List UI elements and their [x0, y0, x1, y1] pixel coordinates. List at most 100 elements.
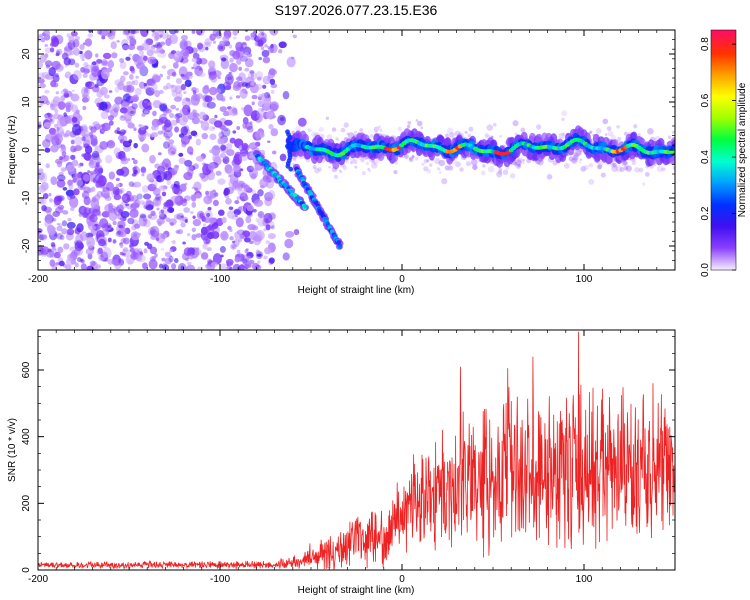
band-speckle: [326, 134, 333, 140]
noise-blob: [213, 144, 221, 150]
y-tick-label: -10: [21, 190, 32, 205]
noise-blob: [74, 136, 83, 146]
noise-blob: [44, 89, 50, 94]
colorbar: 0.0 0.2 0.4 0.6 0.8 Normalized spectral ampl…: [700, 29, 748, 277]
noise-blob: [243, 237, 251, 243]
noise-blob: [70, 31, 78, 37]
noise-blob: [181, 198, 188, 207]
noise-blob: [227, 210, 236, 219]
colorbar-ticks: 0.0 0.2 0.4 0.6 0.8: [700, 37, 736, 277]
colorbar-segment: [711, 102, 736, 105]
noise-blob: [170, 240, 176, 244]
noise-blob: [228, 44, 233, 49]
noise-blob: [59, 156, 64, 161]
noise-blob: [57, 101, 66, 110]
noise-blob: [125, 203, 130, 207]
noise-blob: [174, 258, 179, 264]
noise-blob: [89, 214, 98, 223]
colorbar-segment: [711, 254, 736, 257]
noise-blob: [174, 30, 179, 34]
noise-blob: [84, 145, 93, 155]
colorbar-segment: [711, 44, 736, 47]
noise-blob: [195, 155, 205, 162]
band-speckle: [611, 163, 615, 166]
noise-blob: [159, 73, 163, 78]
noise-blob: [113, 206, 122, 216]
band-speckle: [496, 171, 503, 178]
noise-blob: [262, 84, 267, 89]
noise-blob: [139, 213, 147, 219]
noise-blob: [202, 223, 207, 227]
band-speckle: [464, 130, 468, 134]
noise-blob: [219, 152, 226, 159]
noise-blob: [178, 157, 186, 164]
noise-blob: [158, 89, 164, 94]
band-speckle: [471, 164, 478, 171]
band-speckle: [359, 128, 364, 132]
noise-blob: [219, 40, 226, 46]
snr-x-label: Height of straight line (km): [298, 585, 415, 596]
noise-blob: [54, 123, 59, 129]
noise-blob: [67, 179, 73, 186]
noise-blob: [265, 240, 271, 244]
noise-blob: [144, 241, 150, 246]
noise-blob: [249, 152, 253, 156]
colorbar-segment: [711, 74, 736, 77]
descending-trace-1-core: [303, 204, 308, 209]
noise-blob: [72, 47, 81, 56]
noise-blob: [238, 66, 243, 71]
band-speckle: [604, 133, 608, 136]
noise-blob: [66, 164, 75, 172]
noise-blob: [98, 89, 106, 96]
colorbar-segment: [711, 180, 736, 183]
noise-blob: [221, 216, 227, 224]
noise-blob: [101, 122, 111, 132]
x-tick-label: 100: [576, 274, 593, 285]
noise-blob: [82, 105, 87, 111]
band-speckle: [352, 159, 358, 165]
noise-blob: [164, 257, 172, 265]
noise-blob: [259, 178, 269, 188]
noise-blob: [122, 140, 132, 148]
noise-blob: [90, 170, 94, 175]
noise-blob: [141, 42, 150, 51]
noise-blob: [152, 44, 156, 48]
noise-blob: [175, 77, 182, 85]
noise-blob: [148, 105, 152, 111]
noise-blob: [242, 116, 249, 125]
colorbar-segment: [711, 96, 736, 99]
band-speckle: [588, 162, 594, 168]
band-speckle: [647, 127, 654, 135]
noise-blob: [217, 138, 225, 145]
noise-blob: [143, 219, 151, 228]
noise-blob: [112, 239, 117, 244]
noise-blob: [73, 148, 77, 153]
noise-blob: [267, 189, 276, 200]
noise-blob: [162, 264, 170, 270]
noise-blob: [158, 116, 169, 124]
noise-blob: [136, 62, 145, 70]
noise-blob: [219, 45, 224, 50]
band-speckle: [480, 170, 486, 176]
noise-blob: [133, 232, 138, 237]
band-speckle: [574, 149, 581, 156]
colorbar-segment: [711, 82, 736, 85]
colorbar-segment: [711, 244, 736, 247]
colorbar-segment: [711, 234, 736, 237]
noise-blob: [174, 126, 180, 133]
noise-blob: [260, 46, 265, 51]
noise-blob: [122, 252, 126, 256]
noise-blob: [247, 223, 256, 231]
noise-blob: [132, 53, 141, 63]
noise-blob: [256, 114, 261, 120]
band-speckle: [345, 160, 349, 164]
noise-blob: [207, 206, 212, 211]
noise-blob: [197, 266, 202, 270]
band-speckle: [336, 138, 340, 141]
noise-blob: [188, 135, 192, 140]
noise-blob: [217, 209, 225, 216]
noise-blob: [82, 73, 88, 78]
band-speckle: [631, 160, 637, 166]
noise-blob: [114, 79, 124, 87]
band-speckle: [484, 133, 489, 138]
